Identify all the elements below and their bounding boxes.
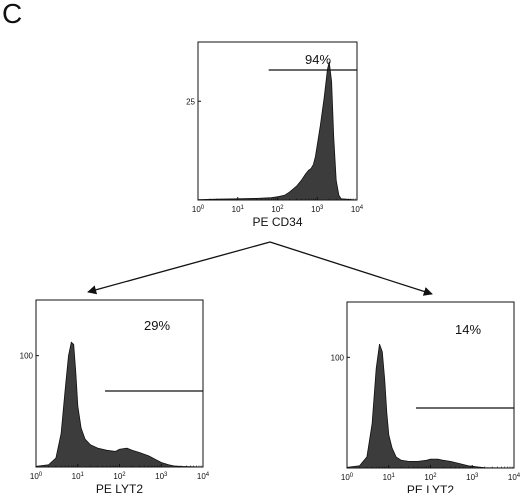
x-tick-label: 103	[466, 473, 479, 482]
x-tick-label: 102	[271, 205, 284, 214]
panel-letter: C	[2, 0, 23, 29]
y-tick-label: 25	[186, 97, 195, 106]
x-tick-label: 104	[351, 205, 364, 214]
y-tick-label: 100	[331, 353, 345, 362]
histogram-top: 100 101 102 103 104 25 94% PE CD34	[186, 41, 364, 229]
histogram-series	[346, 343, 515, 469]
x-tick-label: 104	[197, 472, 210, 481]
x-tick-label: 101	[383, 473, 396, 482]
x-tick-label: 101	[232, 205, 245, 214]
x-axis-label: PE LYT2	[96, 482, 143, 493]
gate-percentage-label: 14%	[455, 322, 481, 337]
x-tick-label: 100	[341, 473, 354, 482]
arrow-left-connector	[87, 241, 271, 295]
x-tick-label: 104	[508, 473, 520, 482]
arrow-right-connector	[269, 241, 433, 296]
x-tick-label: 102	[424, 473, 437, 482]
x-tick-label: 100	[192, 205, 205, 214]
gate-percentage-label: 94%	[305, 52, 331, 67]
y-tick-label: 100	[20, 352, 34, 361]
x-axis-label: PE LYT2	[407, 483, 454, 493]
x-axis-label: PE CD34	[252, 215, 302, 229]
x-tick-label: 103	[155, 472, 168, 481]
histogram-bottom-left: 100 101 102 103 104 100 29% PE LYT2	[20, 299, 210, 493]
histogram-bottom-right: 100 101 102 103 104 100 14% PE LYT2	[331, 301, 520, 493]
arrow-connectors	[87, 241, 433, 296]
gate-percentage-label: 29%	[144, 318, 170, 333]
histogram-series	[197, 61, 358, 201]
x-tick-label: 101	[72, 472, 85, 481]
x-tick-label: 102	[113, 472, 126, 481]
x-tick-label: 103	[311, 205, 324, 214]
x-tick-label: 100	[30, 472, 43, 481]
histogram-series	[35, 341, 204, 468]
